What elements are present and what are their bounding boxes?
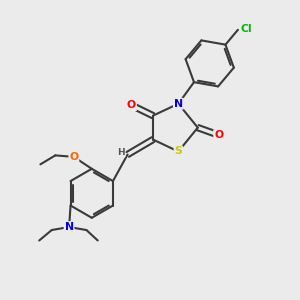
Text: N: N	[64, 222, 74, 232]
Text: Cl: Cl	[241, 24, 252, 34]
Text: H: H	[117, 148, 125, 157]
Text: N: N	[174, 99, 183, 109]
Text: O: O	[127, 100, 136, 110]
Text: S: S	[175, 146, 182, 157]
Text: O: O	[69, 152, 78, 162]
Text: O: O	[214, 130, 223, 140]
